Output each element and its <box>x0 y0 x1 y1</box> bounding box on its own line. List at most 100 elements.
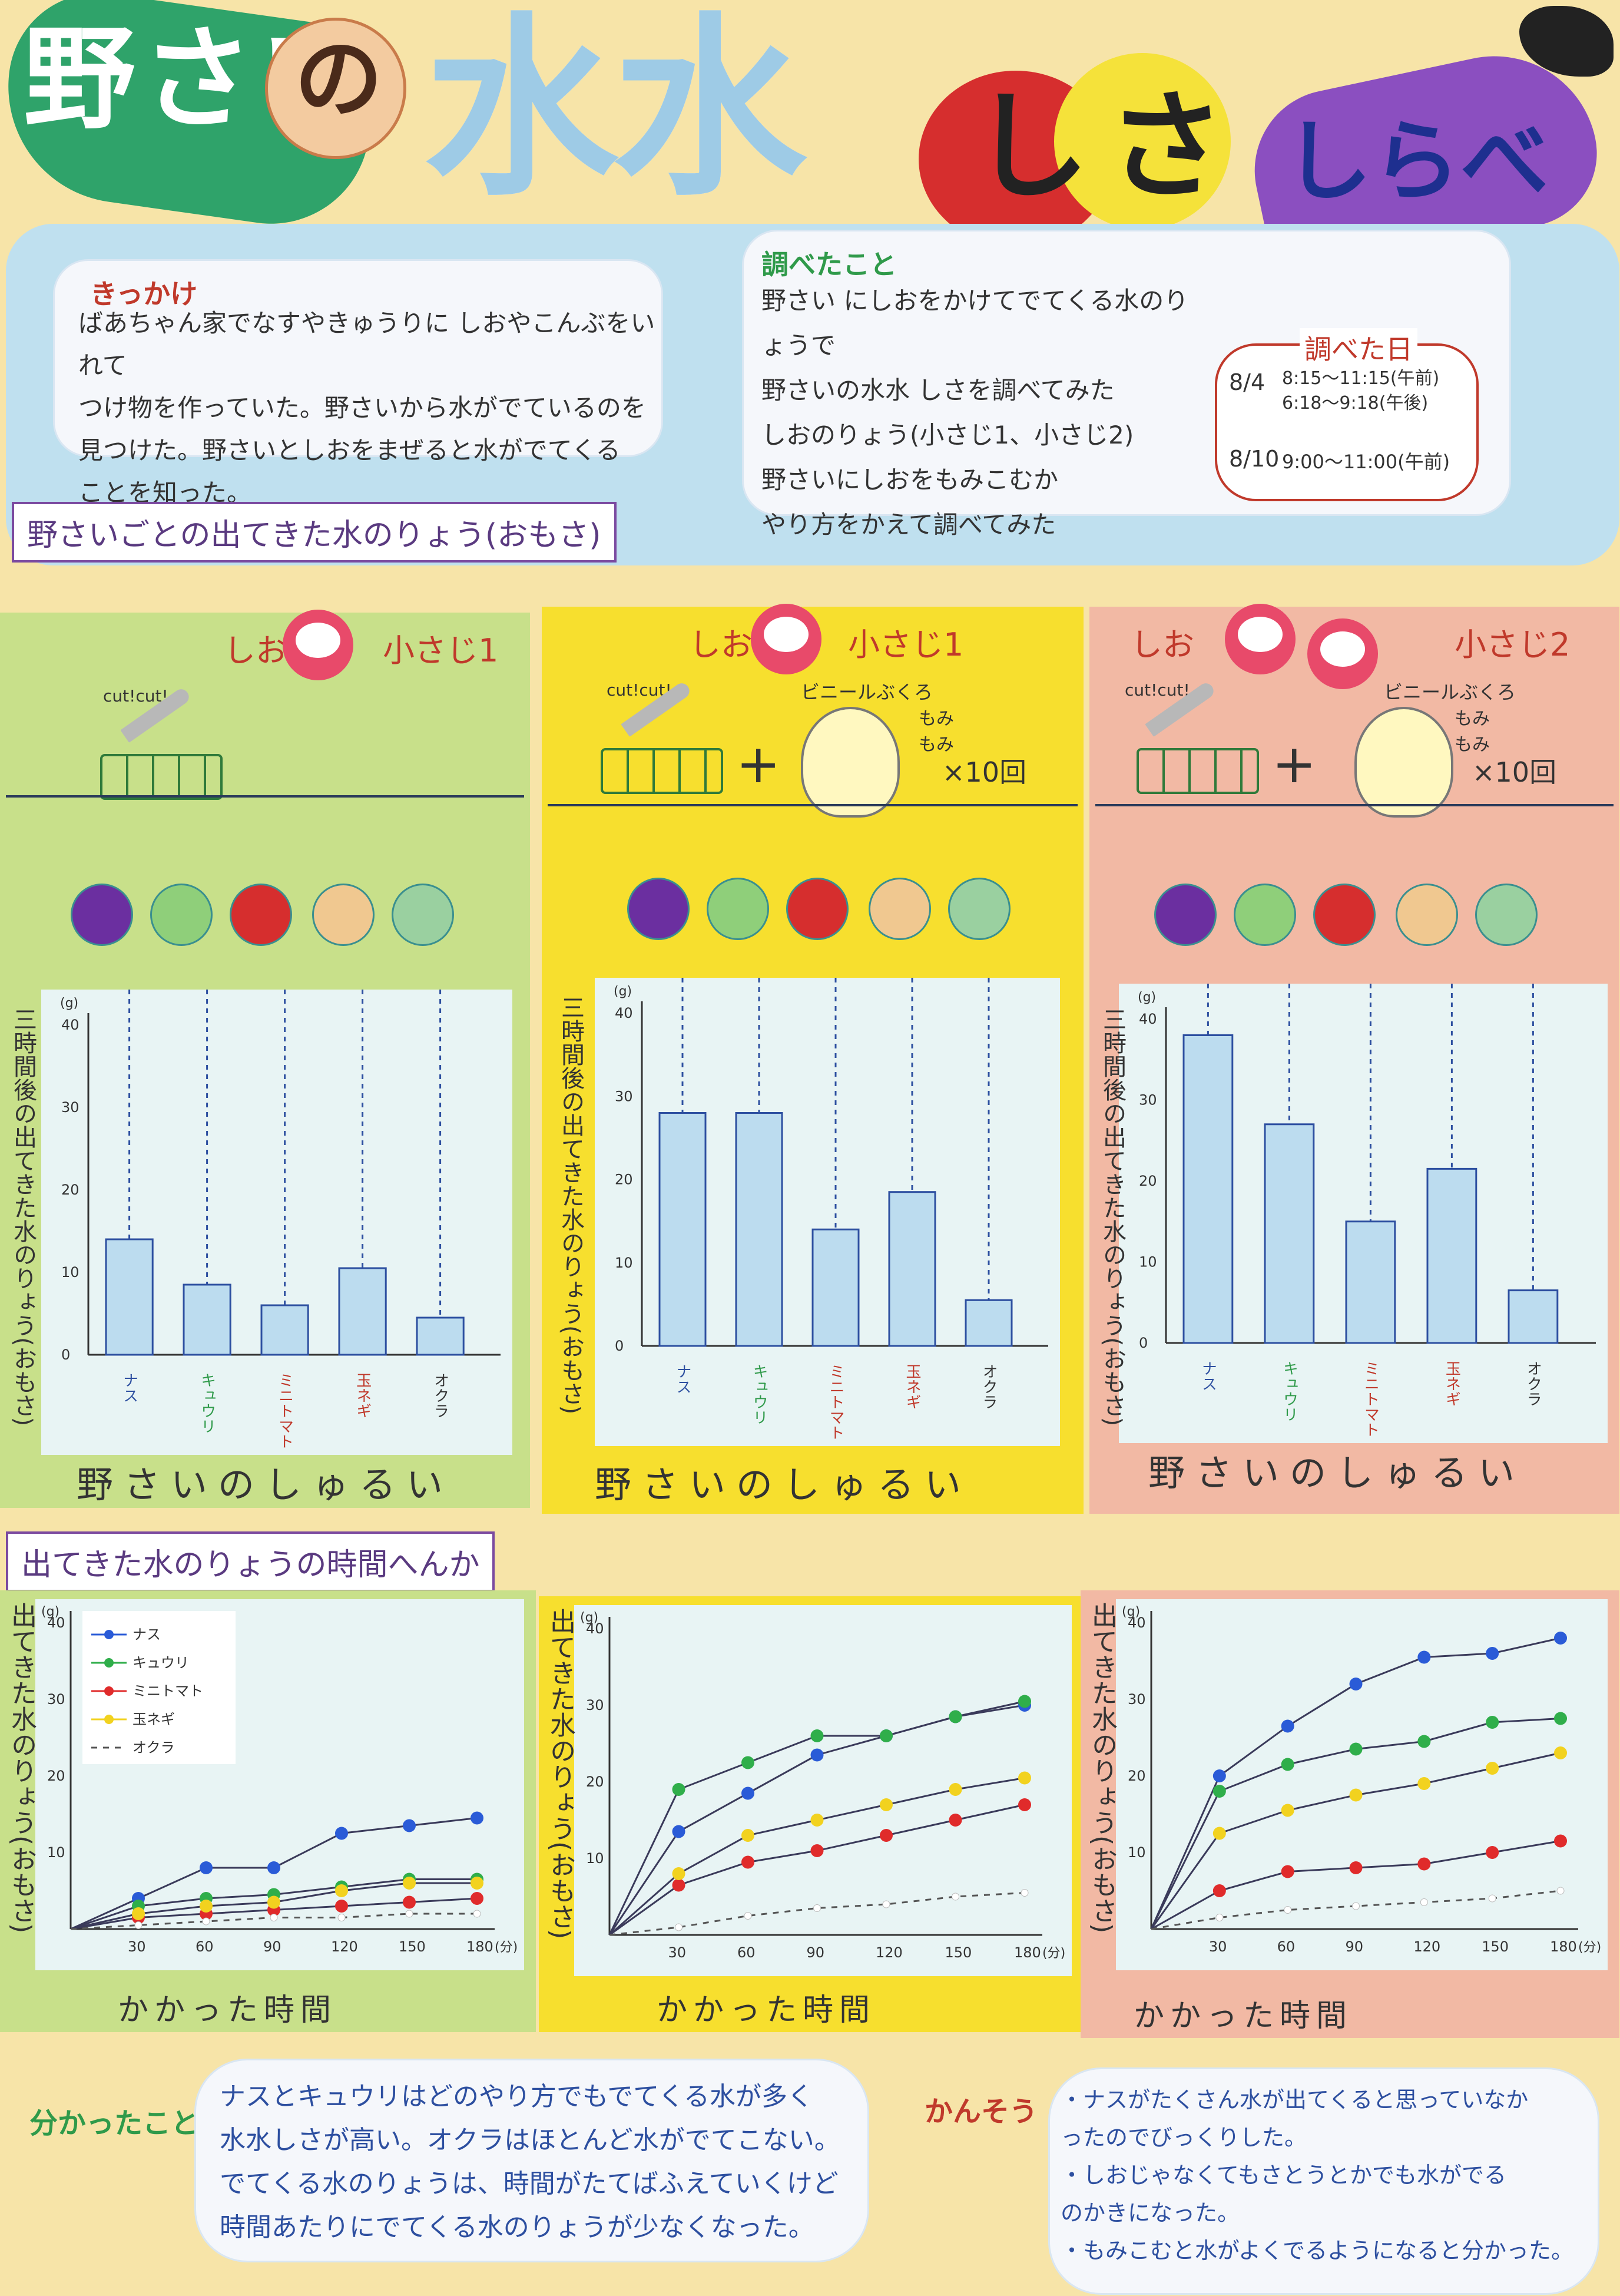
shirabeta-line: やり方をかえて調べてみた <box>761 510 1056 539</box>
kyuuri-icon <box>1234 884 1296 946</box>
x-tick-label: 150 <box>1482 1938 1509 1955</box>
legend-marker <box>104 1686 114 1696</box>
tamanegi-icon <box>1396 884 1458 946</box>
data-point <box>270 1914 278 1921</box>
line-chart: (g) 10 20 30 40 30 60 90 120 150 180 (分) <box>1122 1604 1601 1955</box>
x-tick-label: ナス <box>674 1364 691 1394</box>
bar-ylabel: 三時間後の出てきた水のりょう(おもさ) <box>1099 1007 1126 1427</box>
data-point <box>473 1910 481 1918</box>
data-point <box>403 1819 416 1832</box>
bar <box>1182 1034 1234 1344</box>
kikkake-line: つけ物を作っていた。野さいから水がでているのを <box>78 393 646 422</box>
bar <box>260 1304 309 1356</box>
line-chart: (g) 10 20 30 40 30 60 90 120 150 180 (分) ナスキュウリミニトマト… <box>41 1604 518 1955</box>
data-point <box>810 1748 824 1762</box>
kansou-line: ・しおじゃなくてもさとうとかでも水がでる <box>1061 2162 1506 2188</box>
data-point <box>1212 1769 1226 1782</box>
data-point <box>200 1861 213 1874</box>
data-point <box>810 1814 824 1827</box>
y-tick-label: 30 <box>1128 1691 1146 1708</box>
tamanegi-icon <box>869 878 931 940</box>
data-point <box>335 1900 348 1913</box>
data-point <box>1018 1771 1031 1785</box>
line-xlabel: かかった時間 <box>657 1993 876 2028</box>
y-tick-label: 30 <box>47 1691 65 1708</box>
x-tick-label: 150 <box>945 1944 972 1961</box>
y-unit: (g) <box>1138 990 1156 1005</box>
data-point <box>880 1729 893 1742</box>
yellow-tomato-decoration <box>1054 53 1231 230</box>
y-tick-label: 40 <box>47 1615 65 1631</box>
date1-time-am: 8:15〜11:15(午前) <box>1282 368 1440 389</box>
line-ylabel: 出てきた水のりょう(おもさ) <box>545 1608 575 1940</box>
data-point <box>1554 1834 1567 1848</box>
title-part2: の <box>294 28 383 131</box>
spoon-icon <box>1225 604 1296 674</box>
line-chart-area: (g) 10 20 30 40 30 60 90 120 150 180 (分) <box>574 1605 1072 1976</box>
x-tick-label: オクラ <box>432 1372 449 1418</box>
data-point <box>471 1811 483 1825</box>
data-point <box>672 1825 685 1838</box>
data-point <box>403 1877 416 1890</box>
data-point <box>741 1756 754 1769</box>
bag-hand-icon <box>801 707 900 818</box>
data-point <box>1420 1898 1428 1906</box>
plus-sign: + <box>736 733 781 795</box>
spoon-label: 小さじ2 <box>1455 626 1571 663</box>
x-tick-label: 60 <box>1277 1938 1296 1955</box>
tomato-icon <box>230 884 292 946</box>
tomato-icon <box>786 878 849 940</box>
data-point <box>471 1877 483 1890</box>
legend-marker <box>104 1630 114 1639</box>
data-point <box>1349 1861 1363 1874</box>
data-point <box>1284 1906 1292 1914</box>
x-tick-label: 150 <box>399 1938 426 1955</box>
bar <box>416 1316 465 1356</box>
y-tick-label: 10 <box>61 1264 79 1281</box>
kikkake-line: ばあちゃん家でなすやきゅうりに しおやこんぶをいれて <box>78 309 655 380</box>
data-point <box>1349 1678 1363 1690</box>
x-tick-label: 90 <box>807 1944 825 1961</box>
data-point <box>1488 1894 1496 1903</box>
legend-label: ナス <box>132 1626 161 1643</box>
data-point <box>132 1907 145 1920</box>
wakatta-line: 時間あたりにでてくる水のりょうが少なくなった。 <box>220 2212 814 2242</box>
data-point <box>335 1827 348 1840</box>
x-tick-label: オクラ <box>980 1364 998 1410</box>
cut-label: cut!cut! <box>1125 680 1190 700</box>
x-tick-label: 180 <box>1550 1938 1577 1955</box>
line-panel: (g) 10 20 30 40 30 60 90 120 150 180 (分) 出てきた水のりょう(お… <box>539 1596 1084 2032</box>
okura-icon <box>1475 884 1538 946</box>
title-part5: しらべ <box>1284 111 1549 213</box>
data-point <box>672 1783 685 1796</box>
data-point <box>1281 1865 1294 1878</box>
data-point <box>1281 1804 1294 1817</box>
bar-chart: (g) 0 10 20 30 40 ナス キュウリ ミニトマト 玉ネギ オクラ <box>614 978 1048 1440</box>
line-ylabel: 出てきた水のりょう(おもさ) <box>6 1602 37 1934</box>
data-point <box>1556 1887 1565 1895</box>
bar <box>888 1191 936 1347</box>
bag-label: ビニールぶくろ <box>1384 681 1516 703</box>
y-tick-label: 10 <box>47 1844 65 1861</box>
y-tick-label: 40 <box>1139 1011 1157 1027</box>
kikkake-box: きっかけ ばあちゃん家でなすやきゅうりに しおやこんぶをいれて つけ物を作ってい… <box>53 259 663 507</box>
kansou-line: ったのでびっくりした。 <box>1061 2125 1307 2151</box>
cut-pieces-icon <box>100 754 223 800</box>
shirabeta-line: 野さいにしおをもみこむか <box>761 465 1059 494</box>
data-point <box>1417 1777 1431 1790</box>
x-tick-label: 60 <box>737 1944 756 1961</box>
title-part4: しさ <box>972 78 1243 216</box>
y-tick-label: 40 <box>61 1017 79 1033</box>
data-point <box>134 1921 143 1929</box>
legend-label: オクラ <box>132 1739 175 1756</box>
x-tick-label: 120 <box>1413 1938 1440 1955</box>
data-point <box>471 1892 483 1905</box>
bar-chart-area: (g) 0 10 20 30 40 ナス キュウリ ミニトマト 玉ネギ オクラ <box>595 978 1060 1446</box>
date1: 8/4 <box>1229 369 1265 395</box>
bar-xlabel: 野さいのしゅるい <box>77 1463 454 1506</box>
x-unit: (分) <box>495 1940 518 1955</box>
data-point <box>882 1900 890 1908</box>
bar <box>965 1299 1013 1347</box>
data-point <box>949 1814 962 1827</box>
line-panel: (g) 10 20 30 40 30 60 90 120 150 180 (分) ナス キュウリ ミニトマト… <box>0 1590 536 2032</box>
